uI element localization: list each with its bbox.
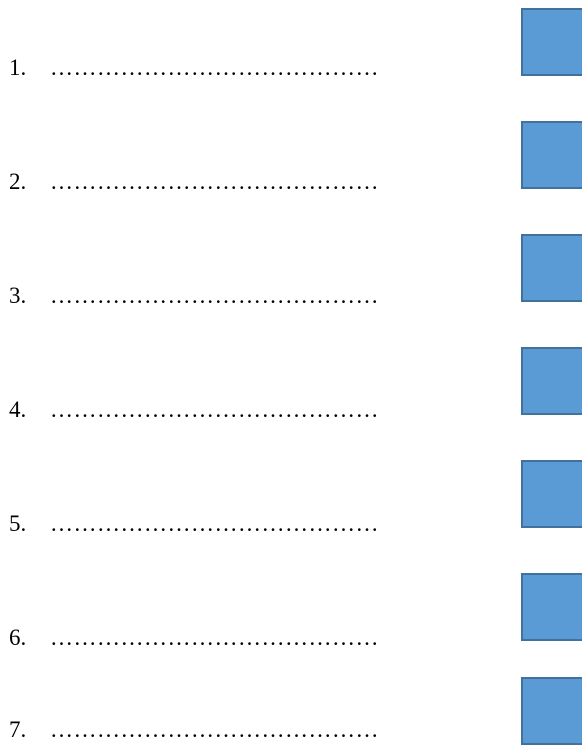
answer-box[interactable] [521,8,582,76]
item-number: 3. [9,283,27,308]
answer-blank[interactable]: …………………………………… [50,170,379,193]
item-number: 4. [9,397,27,422]
answer-box[interactable] [521,347,582,415]
item-number: 7. [9,717,27,742]
answer-box[interactable] [521,573,582,641]
answer-blank[interactable]: …………………………………… [50,512,379,535]
answer-blank[interactable]: …………………………………… [50,718,379,741]
item-number: 5. [9,511,27,536]
list-item: 2. …………………………………… [0,0,582,193]
answer-box[interactable] [521,234,582,302]
list-item: 5. …………………………………… [0,0,582,535]
answer-blank[interactable]: …………………………………… [50,626,379,649]
answer-blank[interactable]: …………………………………… [50,56,379,79]
list-item: 3. …………………………………… [0,0,582,307]
answer-box[interactable] [521,460,582,528]
list-item: 1. …………………………………… [0,0,582,80]
item-number: 6. [9,625,27,650]
answer-box[interactable] [521,121,582,189]
item-number: 1. [9,55,27,80]
list-item: 6. …………………………………… [0,0,582,649]
answer-blank[interactable]: …………………………………… [50,398,379,421]
list-item: 4. …………………………………… [0,0,582,421]
answer-box[interactable] [521,677,582,745]
item-number: 2. [9,169,27,194]
answer-blank[interactable]: …………………………………… [50,284,379,307]
